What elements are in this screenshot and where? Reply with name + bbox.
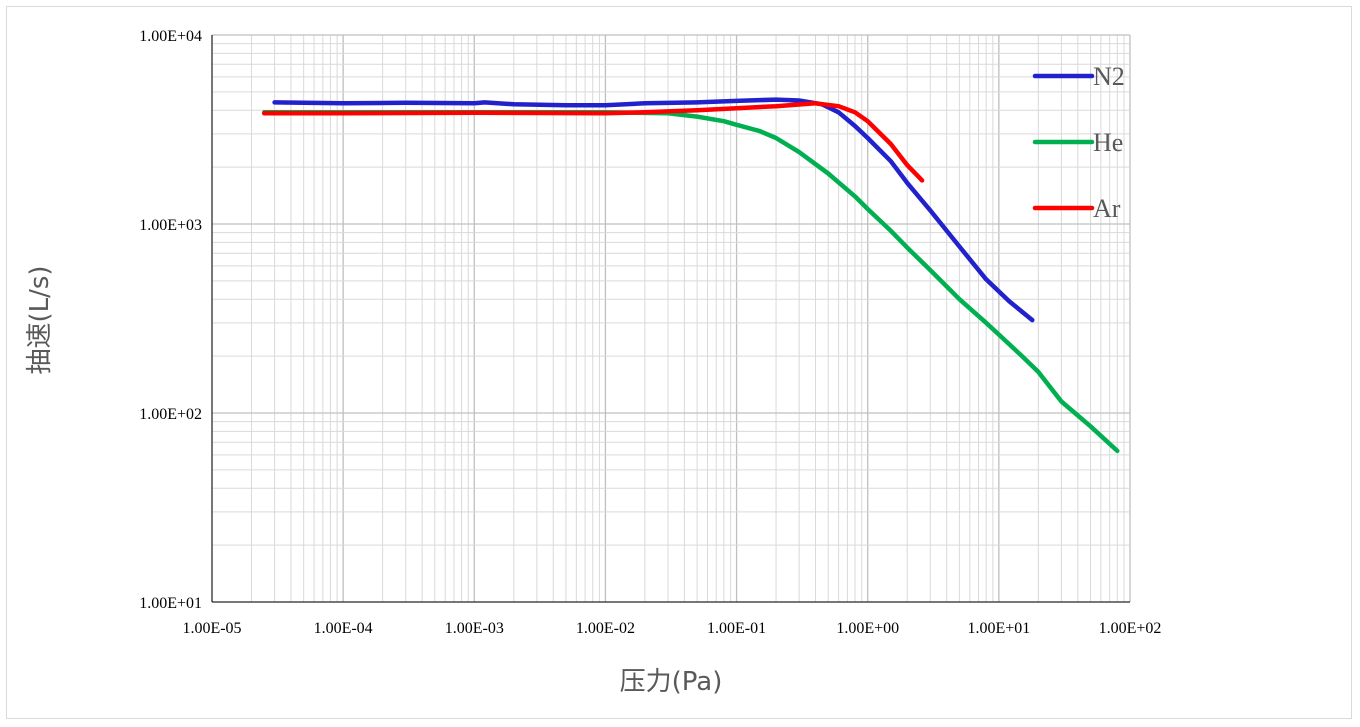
x-tick-label: 1.00E-04 <box>314 620 373 637</box>
x-tick-label: 1.00E-02 <box>576 620 635 637</box>
y-tick-label: 1.00E+02 <box>139 406 202 423</box>
legend-label-n2: N2 <box>1093 62 1125 91</box>
legend: N2 He Ar <box>1032 62 1125 223</box>
x-tick-label: 1.00E+02 <box>1099 620 1162 637</box>
series-lines <box>261 97 1120 454</box>
x-tick-label: 1.00E+00 <box>836 620 899 637</box>
grid <box>211 34 1131 603</box>
series-line-n2 <box>272 97 1035 323</box>
tick-labels: 1.00E-05 1.00E-04 1.00E-03 1.00E-02 1.00E-01… <box>139 28 1161 637</box>
series-line-ar <box>261 101 925 183</box>
y-tick-label: 1.00E+03 <box>139 217 202 234</box>
legend-label-ar: Ar <box>1093 194 1121 223</box>
y-tick-label: 1.00E+04 <box>139 28 202 45</box>
x-tick-label: 1.00E+01 <box>967 620 1030 637</box>
y-axis-title: 抽速(L/s) <box>25 265 55 374</box>
x-axis-title: 压力(Pa) <box>620 667 723 697</box>
x-tick-label: 1.00E-03 <box>445 620 504 637</box>
x-tick-label: 1.00E-05 <box>182 620 241 637</box>
legend-label-he: He <box>1093 128 1123 157</box>
y-tick-label: 1.00E+01 <box>139 595 202 612</box>
x-tick-label: 1.00E-01 <box>707 620 766 637</box>
chart-frame <box>6 6 1352 719</box>
